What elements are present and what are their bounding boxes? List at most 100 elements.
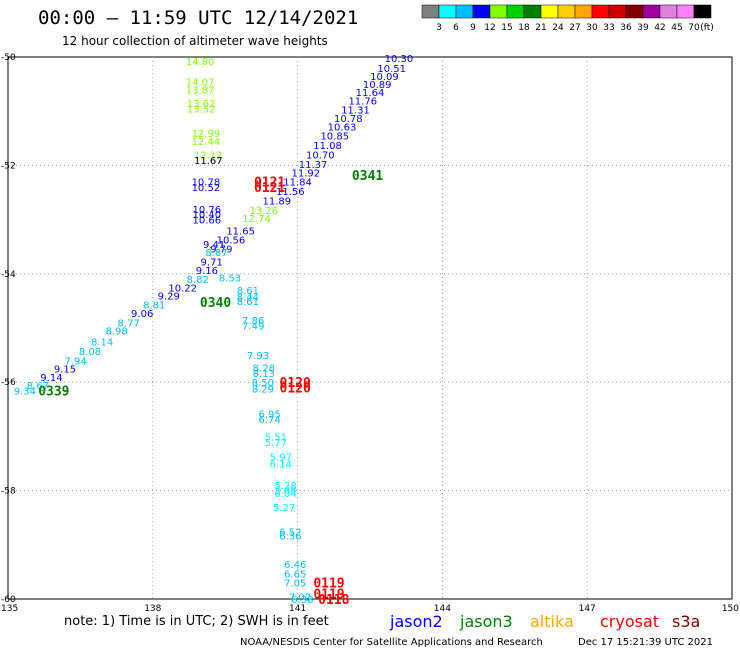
scale-swatch: [506, 4, 525, 19]
wave-height-label: 8.08: [79, 347, 101, 358]
wave-height-label: 8.81: [143, 301, 165, 312]
wave-height-label: 11.76: [348, 96, 377, 107]
x-tick-label: 135: [1, 604, 18, 614]
wave-height-label: 8.13: [253, 369, 275, 380]
legend-jason3: jason3: [459, 612, 513, 631]
x-tick-label: 147: [579, 604, 596, 614]
axis-ticks: 135 138 141 144 147 150 -50 -52 -54 -56 -58 -60: [1, 53, 739, 614]
wave-height-label: 8.50: [252, 378, 274, 389]
wave-height-label: 6.14: [270, 460, 292, 471]
wave-height-label: 6.04: [274, 489, 296, 500]
scale-swatch: [421, 4, 440, 19]
wave-height-label: 8.53: [219, 274, 241, 285]
wave-height-label: 5.27: [273, 503, 295, 514]
wave-height-label: 8.82: [187, 275, 209, 286]
wave-height-label: 11.89: [263, 197, 292, 208]
wave-height-label: 5.28: [274, 481, 296, 492]
scale-label: 9: [470, 23, 476, 33]
x-tick-label: 138: [144, 604, 161, 614]
legend-s3a: s3a: [672, 612, 700, 631]
wave-height-label: 10.89: [363, 80, 392, 91]
wave-height-label: 7.94: [64, 357, 86, 368]
wave-height-label: 8.61: [237, 286, 259, 297]
wave-height-label: 9.15: [54, 365, 76, 376]
wave-height-label: 13.26: [249, 206, 278, 217]
scale-label: 12: [484, 23, 495, 33]
grid: [8, 57, 732, 599]
y-tick-label: -58: [1, 487, 16, 497]
scale-swatch: [489, 4, 508, 19]
wave-height-label: 6.38: [291, 595, 313, 606]
wave-height-label: 10.78: [192, 178, 221, 189]
pass-time-label: 0340: [200, 296, 231, 311]
wave-height-label: 9.06: [131, 309, 153, 320]
legend-jason2: jason2: [389, 612, 443, 631]
scale-label: 18: [518, 23, 530, 33]
wave-height-label: 7.93: [247, 351, 269, 362]
wave-height-label: 6.36: [279, 532, 301, 543]
wave-height-label: 5.77: [265, 438, 287, 449]
scale-label: 24: [552, 23, 564, 33]
scale-swatch: [574, 4, 593, 19]
wave-height-label: 11.37: [299, 160, 328, 171]
pass-time-label: 0339: [38, 384, 69, 399]
wave-height-label: 10.78: [334, 114, 363, 125]
wave-height-label: 11.67: [194, 156, 223, 167]
y-tick-label: -52: [1, 161, 16, 171]
wave-height-label: 8.61: [237, 297, 259, 308]
y-tick-label: -56: [1, 378, 16, 388]
scale-label: 15: [501, 23, 512, 33]
wave-height-label: 5.51: [265, 432, 287, 443]
scale-label: 3: [436, 23, 442, 33]
wave-height-label: 6.46: [284, 560, 306, 571]
wave-height-label: 8.44: [237, 293, 259, 304]
scale-label: 21: [535, 23, 546, 33]
scale-swatch: [472, 4, 491, 19]
wave-height-label: 10.85: [320, 132, 349, 143]
scale-label: 33: [603, 23, 614, 33]
scale-swatch: [608, 4, 627, 19]
wave-height-label: 9.34: [14, 386, 36, 397]
scale-label: 39: [637, 23, 649, 33]
scale-swatch: [540, 4, 559, 19]
wave-height-label: 11.08: [313, 141, 342, 152]
footer-credit: NOAA/NESDIS Center for Satellite Applica…: [240, 637, 543, 648]
chart-title: 00:00 – 11:59 UTC 12/14/2021: [38, 7, 358, 29]
scale-swatch: [438, 4, 457, 19]
wave-height-label: 10.63: [328, 122, 357, 133]
wave-height-label: 12.44: [192, 137, 221, 148]
wave-height-label: 8.28: [253, 364, 275, 375]
footer-timestamp: Dec 17 15:21:39 UTC 2021: [578, 637, 713, 648]
wave-height-label: 9.16: [196, 266, 218, 277]
wave-height-label: 5.68: [274, 486, 296, 497]
scale-label: 6: [453, 23, 459, 33]
wave-height-label: 9.79: [210, 244, 232, 255]
plot-frame: [7, 56, 733, 600]
wave-height-label: 12.74: [242, 214, 271, 225]
wave-height-label: 10.30: [385, 54, 414, 65]
wave-height-label: 10.22: [168, 283, 197, 294]
scale-label: 36: [620, 23, 632, 33]
wave-height-label: 14.07: [186, 77, 215, 88]
scale-swatch: [659, 4, 678, 19]
footer-note: note: 1) Time is in UTC; 2) SWH is in fe…: [64, 614, 329, 629]
wave-height-label: 5.97: [270, 452, 292, 463]
wave-height-label: 8.14: [91, 338, 113, 349]
scale-label: 27: [569, 23, 580, 33]
wave-height-label: 11.56: [276, 187, 305, 198]
y-tick-label: -60: [1, 595, 16, 605]
wave-height-label: 11.31: [341, 106, 370, 117]
wave-height-label: 10.76: [193, 205, 222, 216]
pass-time-label: 0121: [254, 181, 285, 196]
wave-height-label: 8.87: [205, 248, 227, 259]
wave-height-label: 7.02: [289, 592, 311, 603]
wave-height-label: 13.87: [186, 86, 215, 97]
wave-height-label: 8.98: [105, 327, 127, 338]
scale-label: 70: [688, 23, 700, 33]
x-tick-label: 141: [289, 604, 306, 614]
chart-subtitle: 12 hour collection of altimeter wave hei…: [62, 34, 328, 48]
scale-label: 42: [654, 23, 665, 33]
wave-height-label: 9.71: [201, 257, 223, 268]
wave-height-label: 13.62: [187, 99, 216, 110]
